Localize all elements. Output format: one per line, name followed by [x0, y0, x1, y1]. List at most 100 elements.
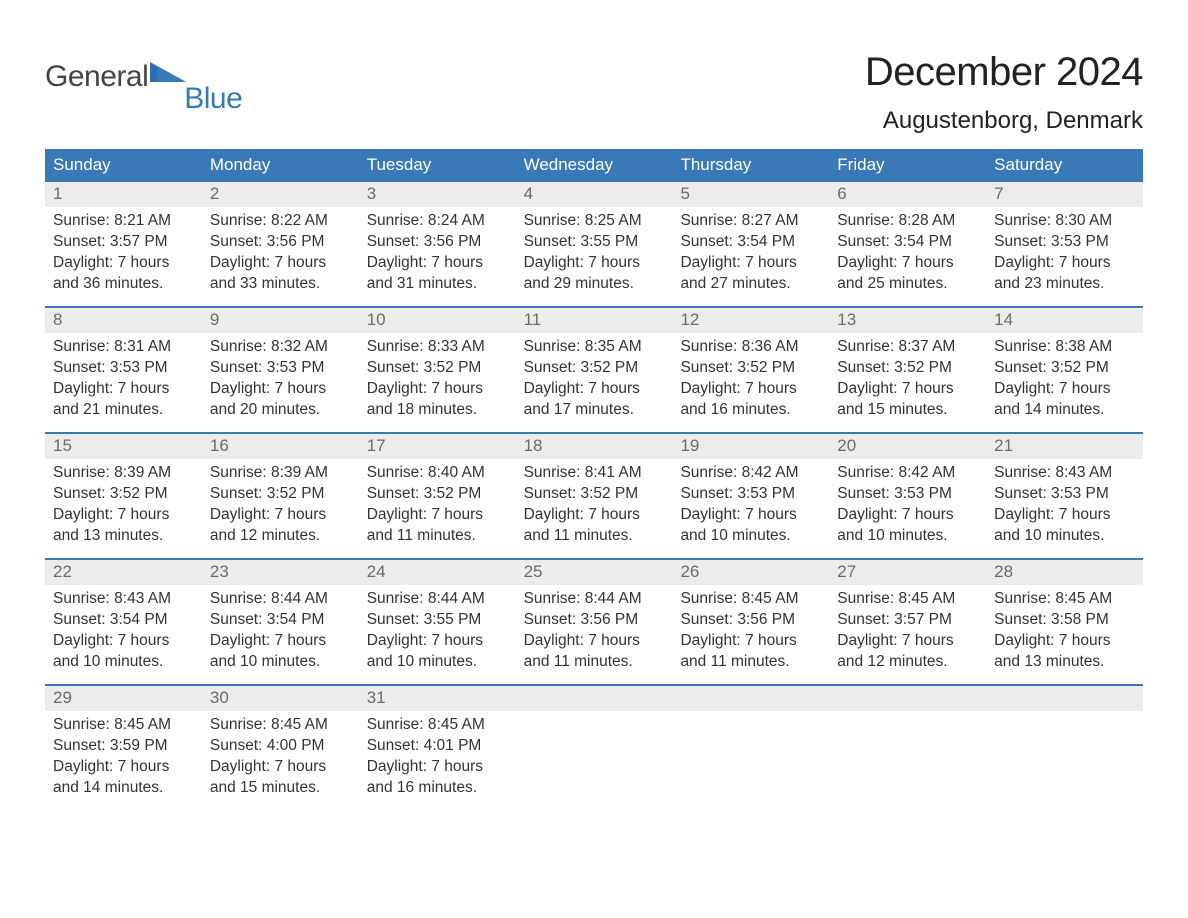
sunset-label: Sunset: — [53, 611, 110, 628]
cell-body: Sunrise: 8:45 AMSunset: 3:59 PMDaylight:… — [45, 711, 202, 799]
daylight-label: Daylight: — [53, 380, 118, 397]
calendar-cell: 8Sunrise: 8:31 AMSunset: 3:53 PMDaylight… — [45, 308, 202, 432]
sunrise-line: Sunrise: 8:40 AM — [367, 463, 508, 484]
week-row: 8Sunrise: 8:31 AMSunset: 3:53 PMDaylight… — [45, 306, 1143, 432]
daylight-label: Daylight: — [837, 380, 902, 397]
cell-body: Sunrise: 8:40 AMSunset: 3:52 PMDaylight:… — [359, 459, 516, 547]
daylight-line: Daylight: 7 hours and 33 minutes. — [210, 253, 351, 295]
sunset-label: Sunset: — [53, 485, 110, 502]
sunrise-label: Sunrise: — [210, 716, 271, 733]
day-number: 12 — [672, 308, 829, 333]
sunrise-line: Sunrise: 8:45 AM — [837, 589, 978, 610]
calendar-cell: 4Sunrise: 8:25 AMSunset: 3:55 PMDaylight… — [516, 182, 673, 306]
sunset-value: 3:52 PM — [580, 485, 638, 502]
sunrise-line: Sunrise: 8:22 AM — [210, 211, 351, 232]
sunset-label: Sunset: — [524, 611, 581, 628]
sunrise-line: Sunrise: 8:25 AM — [524, 211, 665, 232]
sunrise-value: 8:31 AM — [114, 338, 171, 355]
cell-body: Sunrise: 8:22 AMSunset: 3:56 PM Daylight:… — [202, 207, 359, 295]
cell-body: Sunrise: 8:39 AMSunset: 3:52 PMDaylight:… — [45, 459, 202, 547]
day-number: 23 — [202, 560, 359, 585]
sunset-label: Sunset: — [367, 485, 424, 502]
cell-body: Sunrise: 8:33 AMSunset: 3:52 PMDaylight:… — [359, 333, 516, 421]
sunset-label: Sunset: — [210, 737, 267, 754]
sunrise-value: 8:25 AM — [585, 212, 642, 229]
sunrise-value: 8:33 AM — [428, 338, 485, 355]
sunset-line: Sunset: 3:53 PM — [210, 358, 351, 379]
logo-text-blue: Blue — [184, 82, 242, 116]
calendar-cell: 1Sunrise: 8:21 AMSunset: 3:57 PMDaylight… — [45, 182, 202, 306]
sunrise-value: 8:45 AM — [114, 716, 171, 733]
sunrise-label: Sunrise: — [837, 338, 898, 355]
sunset-value: 3:56 PM — [580, 611, 638, 628]
calendar-cell — [986, 686, 1143, 810]
daylight-line: Daylight: 7 hours and 13 minutes. — [994, 631, 1135, 673]
sunset-label: Sunset: — [837, 233, 894, 250]
sunset-line: Sunset: 3:52 PM — [367, 358, 508, 379]
sunset-label: Sunset: — [994, 485, 1051, 502]
day-number: 25 — [516, 560, 673, 585]
sunrise-line: Sunrise: 8:45 AM — [210, 715, 351, 736]
cell-body: Sunrise: 8:44 AMSunset: 3:55 PMDaylight:… — [359, 585, 516, 673]
day-number: 6 — [829, 182, 986, 207]
sunset-line: Sunset: 3:53 PM — [994, 232, 1135, 253]
sunset-value: 3:56 PM — [267, 233, 325, 250]
daylight-line: Daylight: 7 hours and 27 minutes. — [680, 253, 821, 295]
sunset-label: Sunset: — [53, 359, 110, 376]
sunset-value: 3:52 PM — [894, 359, 952, 376]
day-number — [986, 686, 1143, 711]
sunset-label: Sunset: — [994, 233, 1051, 250]
calendar-cell: 26Sunrise: 8:45 AMSunset: 3:56 PMDayligh… — [672, 560, 829, 684]
daylight-line: Daylight: 7 hours and 25 minutes. — [837, 253, 978, 295]
sunrise-line: Sunrise: 8:45 AM — [680, 589, 821, 610]
daylight-line: Daylight: 7 hours and 14 minutes. — [53, 757, 194, 799]
logo-text-general: General — [45, 60, 148, 94]
sunrise-line: Sunrise: 8:37 AM — [837, 337, 978, 358]
sunset-line: Sunset: 3:58 PM — [994, 610, 1135, 631]
daylight-label: Daylight: — [680, 506, 745, 523]
sunrise-value: 8:21 AM — [114, 212, 171, 229]
sunset-label: Sunset: — [837, 611, 894, 628]
sunrise-line: Sunrise: 8:24 AM — [367, 211, 508, 232]
sunrise-label: Sunrise: — [994, 590, 1055, 607]
sunrise-line: Sunrise: 8:39 AM — [210, 463, 351, 484]
cell-body: Sunrise: 8:27 AMSunset: 3:54 PMDaylight:… — [672, 207, 829, 295]
cell-body: Sunrise: 8:45 AMSunset: 3:57 PMDaylight:… — [829, 585, 986, 673]
sunset-line: Sunset: 3:52 PM — [210, 484, 351, 505]
daylight-line: Daylight: 7 hours and 10 minutes. — [837, 505, 978, 547]
daylight-label: Daylight: — [994, 380, 1059, 397]
calendar-cell: 30Sunrise: 8:45 AMSunset: 4:00 PMDayligh… — [202, 686, 359, 810]
sunset-line: Sunset: 3:56 PM — [680, 610, 821, 631]
sunrise-value: 8:32 AM — [271, 338, 328, 355]
sunrise-value: 8:44 AM — [271, 590, 328, 607]
sunset-label: Sunset: — [680, 233, 737, 250]
sunset-line: Sunset: 3:52 PM — [524, 484, 665, 505]
sunrise-value: 8:45 AM — [898, 590, 955, 607]
sunrise-line: Sunrise: 8:42 AM — [680, 463, 821, 484]
sunset-value: 3:59 PM — [110, 737, 168, 754]
sunset-line: Sunset: 3:57 PM — [53, 232, 194, 253]
sunset-line: Sunset: 3:52 PM — [680, 358, 821, 379]
daylight-line: Daylight: 7 hours and 11 minutes. — [680, 631, 821, 673]
sunrise-label: Sunrise: — [837, 590, 898, 607]
sunset-label: Sunset: — [680, 485, 737, 502]
sunrise-line: Sunrise: 8:44 AM — [524, 589, 665, 610]
sunrise-label: Sunrise: — [53, 212, 114, 229]
sunrise-line: Sunrise: 8:45 AM — [53, 715, 194, 736]
daylight-line: Daylight: 7 hours and 18 minutes. — [367, 379, 508, 421]
sunset-value: 3:54 PM — [267, 611, 325, 628]
daylight-label: Daylight: — [524, 254, 589, 271]
cell-body: Sunrise: 8:35 AMSunset: 3:52 PMDaylight:… — [516, 333, 673, 421]
logo: General Blue — [45, 60, 244, 94]
daylight-line: Daylight: 7 hours and 14 minutes. — [994, 379, 1135, 421]
daylight-line: Daylight: 7 hours and 11 minutes. — [367, 505, 508, 547]
daylight-line: Daylight: 7 hours and 10 minutes. — [367, 631, 508, 673]
sunrise-label: Sunrise: — [367, 212, 428, 229]
daylight-label: Daylight: — [680, 632, 745, 649]
day-header-row: SundayMondayTuesdayWednesdayThursdayFrid… — [45, 149, 1143, 182]
cell-body: Sunrise: 8:24 AMSunset: 3:56 PMDaylight:… — [359, 207, 516, 295]
sunrise-label: Sunrise: — [994, 338, 1055, 355]
sunset-label: Sunset: — [210, 233, 267, 250]
cell-body: Sunrise: 8:36 AMSunset: 3:52 PMDaylight:… — [672, 333, 829, 421]
calendar-cell: 24Sunrise: 8:44 AMSunset: 3:55 PMDayligh… — [359, 560, 516, 684]
